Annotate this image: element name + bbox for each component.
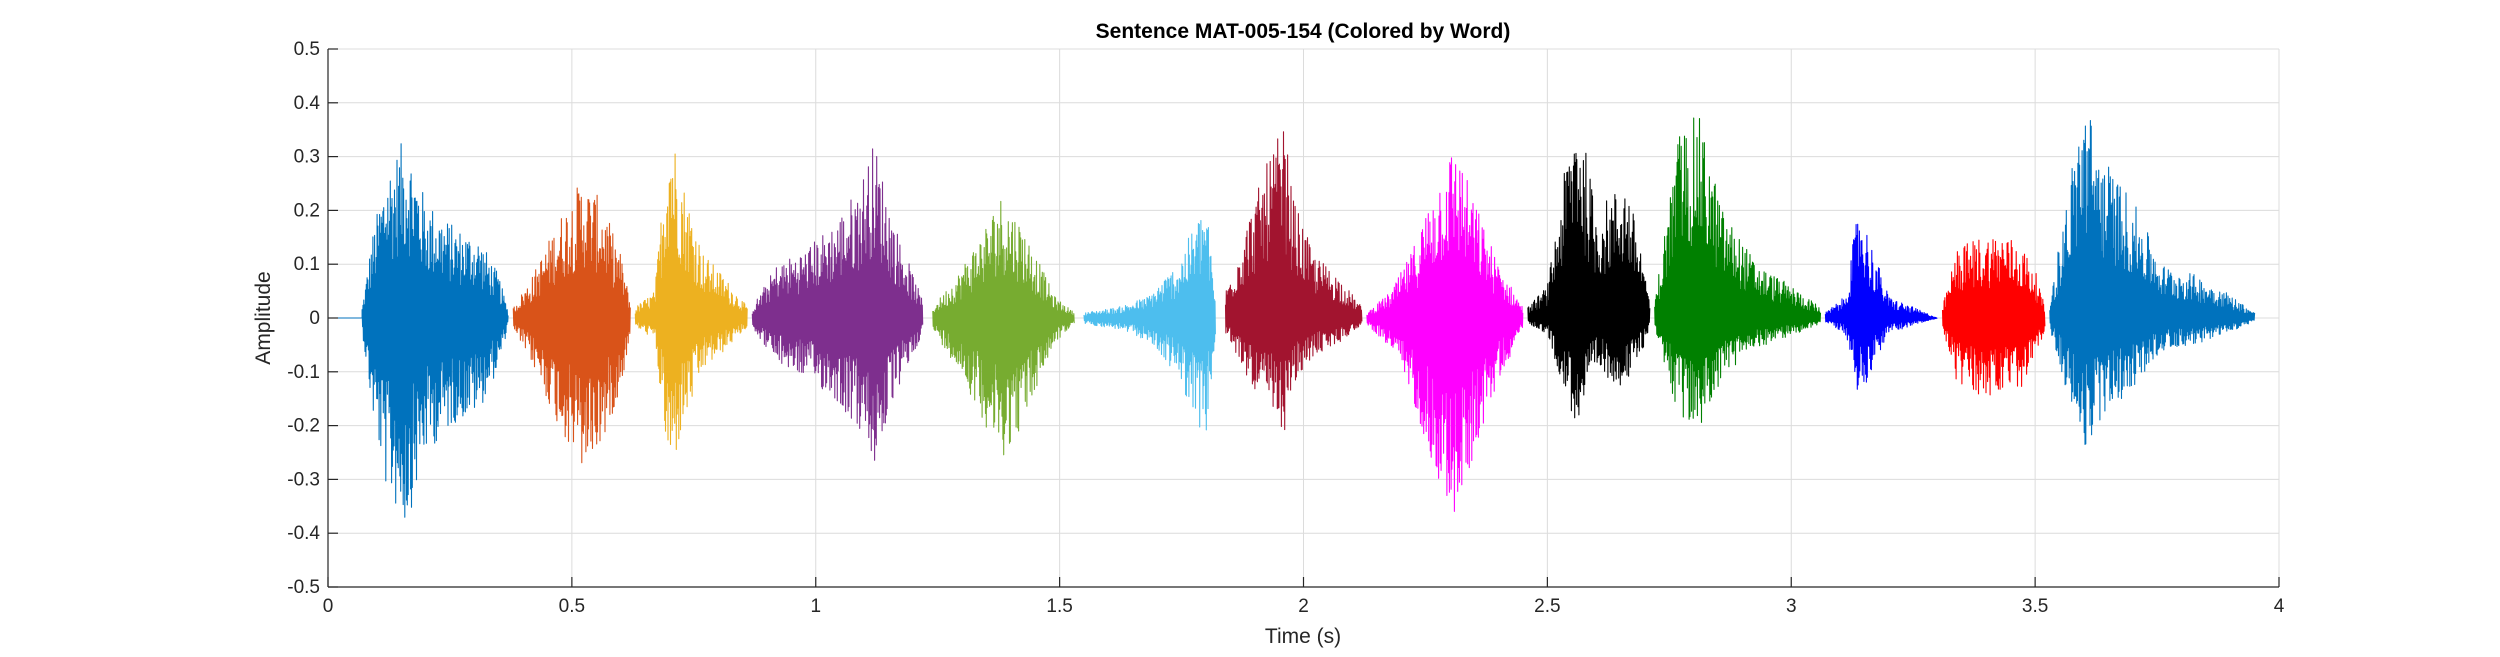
- y-tick-label: -0.2: [287, 416, 320, 437]
- x-tick-label: 1.5: [1046, 596, 1072, 617]
- chart-title: Sentence MAT-005-154 (Colored by Word): [1096, 20, 1511, 43]
- y-tick-label: 0.1: [294, 254, 320, 275]
- word-waveform-7: [1224, 131, 1363, 431]
- y-tick-label: -0.5: [287, 577, 320, 598]
- word-waveform-10: [1654, 117, 1822, 423]
- axes-layer: 0 0.5 1 1.5 2 2.5 3 3.5 4 0.5 0.4 0.3 0.2 0.1 0 -0.1 -0.…: [287, 39, 2284, 617]
- word-waveform-4: [751, 148, 924, 461]
- y-tick-label: -0.4: [287, 523, 320, 544]
- x-axis-title: Time (s): [1265, 625, 1341, 648]
- word-waveform-3: [634, 153, 748, 451]
- x-tick-label: 0.5: [559, 596, 585, 617]
- word-waveform-6: [1083, 219, 1216, 431]
- y-tick-label: 0.5: [294, 39, 320, 60]
- word-waveform-2: [512, 187, 631, 464]
- y-tick-label: 0.3: [294, 147, 320, 168]
- word-waveform-13: [2049, 120, 2256, 445]
- x-tick-label: 3: [1786, 596, 1797, 617]
- word-waveform-5: [932, 200, 1075, 456]
- y-axis-title: Amplitude: [252, 271, 275, 364]
- y-tick-label: 0.2: [294, 200, 320, 221]
- x-tick-label: 4: [2274, 596, 2285, 617]
- word-waveform-1: [328, 143, 509, 518]
- y-tick-label: 0.4: [294, 93, 321, 114]
- y-tick-label: -0.1: [287, 362, 320, 383]
- word-waveform-11: [1824, 223, 1938, 390]
- y-tick-label: 0: [309, 308, 320, 329]
- series-layer: [328, 117, 2256, 518]
- y-tick-label: -0.3: [287, 469, 320, 490]
- x-tick-label: 3.5: [2022, 596, 2048, 617]
- x-tick-label: 2: [1298, 596, 1309, 617]
- x-tick-label: 2.5: [1534, 596, 1560, 617]
- word-waveform-12: [1941, 239, 2046, 396]
- word-waveform-8: [1366, 157, 1524, 512]
- x-tick-label: 0: [323, 596, 334, 617]
- word-waveform-9: [1527, 152, 1651, 419]
- x-tick-label: 1: [810, 596, 821, 617]
